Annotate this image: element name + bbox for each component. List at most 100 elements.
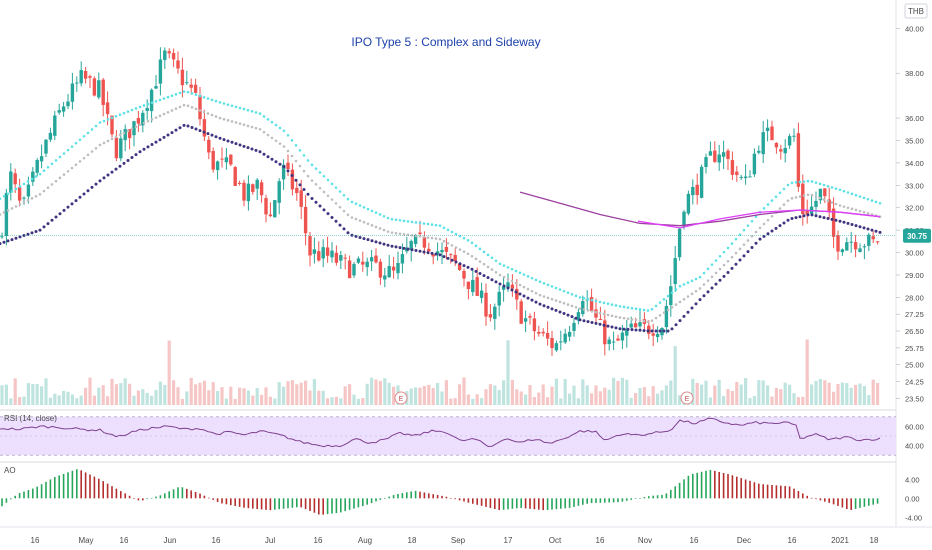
ema-mid-line-dot [150,118,154,121]
ema-fast-line-dot [262,115,266,118]
ema-slow-line-dot [138,150,142,154]
ao-label: AO [4,466,16,475]
ema-mid-line-dot [0,213,2,216]
candle-body [625,328,629,336]
ema-fast-line-dot [558,288,562,291]
currency-box[interactable] [904,3,928,19]
ema-fast-line-dot [10,190,14,193]
ao-bar [705,470,707,499]
candle-body [75,82,79,84]
earnings-marker-2[interactable] [680,391,694,405]
time-tick-label: 16 [314,536,323,545]
volume-bar [119,383,123,405]
candle-body [176,60,180,69]
ema-slow-line-dot [822,216,826,220]
ao-panel [1,469,879,515]
volume-bar [92,395,96,405]
candle-body [352,264,356,276]
volume-bar [66,391,70,405]
ema-slow-line-dot [530,298,534,302]
ema-fast-line-dot [406,220,410,223]
ema-slow-line-dot [662,329,666,333]
volume-bar [858,383,862,405]
time-tick-label: Jun [164,536,177,545]
ema-mid-line-dot [850,207,854,211]
ema-fast-line-dot [550,285,554,288]
ema-mid-line-dot [386,230,390,233]
ema-fast-line-dot [686,281,690,284]
candle-body [233,167,237,186]
ema-mid-line-dot [574,305,578,309]
volume-bar [585,385,589,405]
ao-bar [727,474,729,499]
ema-fast-line-dot [414,221,418,224]
ema-slow-line-dot [186,124,190,128]
ao-bar [357,498,360,508]
ema-fast-line-dot [778,191,782,195]
ema-mid-line-dot [622,316,626,320]
ema-slow-line-dot [478,271,482,275]
ema-mid-line-dot [486,265,490,269]
ema-mid-line-dot [290,154,294,158]
ema-mid-line-dot [666,308,670,312]
candle-body [413,234,418,245]
ema-mid-line-dot [706,279,710,282]
ao-bar [573,498,575,507]
ema-fast-line-dot [854,193,858,197]
volume-bar [22,396,26,405]
earnings-marker-1[interactable] [394,391,408,405]
ema-slow-line-dot [162,135,166,139]
volume-bar [497,389,501,405]
ema-mid-line-dot [718,267,722,271]
ao-bar [120,491,122,499]
volume-bar [106,396,110,405]
volume-bar [13,378,17,405]
ema-slow-line-dot [474,269,478,273]
ema-mid-line-dot [146,119,150,123]
ema-mid-line-dot [578,307,582,310]
ema-fast-line-dot [694,277,698,281]
candle-body [259,182,264,196]
time-tick-label: May [78,536,93,545]
volume-bar [224,398,228,405]
candle-body [572,322,576,331]
ema-fast-line-dot [270,120,274,124]
candle-body [453,254,457,262]
candle-body [629,323,633,328]
ao-bar [247,498,250,509]
candle-body [444,246,449,252]
ao-bar [300,498,302,508]
ema-slow-line-dot [806,213,810,217]
ao-bar [18,493,21,499]
ao-bar [854,498,857,509]
ema-mid-line-dot [490,268,494,271]
ema-fast-line-dot [266,118,270,121]
ao-bar [203,495,206,499]
ema-fast-line-dot [246,108,250,112]
ema-fast-line-dot [250,110,254,113]
ao-bar [414,490,417,499]
ema-fast-line-dot [438,224,442,227]
candle-body [805,210,809,215]
ao-bar [824,498,826,502]
ema-fast-line-dot [22,182,26,186]
price-tick-label: 36.00 [905,114,924,123]
ema-slow-line-dot [314,200,318,204]
candle-body [237,182,242,184]
ema-fast-line-dot [490,256,494,260]
candle-body [154,86,158,89]
ema-fast-line-dot [342,194,346,197]
volume-bar [581,379,585,405]
ao-bar [111,486,113,499]
ema-slow-line-dot [726,270,730,274]
ema-mid-line-dot [2,211,6,214]
ema-mid-line-dot [590,310,594,313]
ema-slow-line-dot [738,258,742,262]
ema-mid-line-dot [34,195,38,198]
ema-slow-line-dot [874,229,878,233]
price-tick-label: 30.00 [905,249,924,258]
ema-slow-line-dot [182,123,186,127]
ema-fast-line-dot [298,149,302,152]
volume-bar [172,380,176,405]
ao-bar [788,486,791,499]
